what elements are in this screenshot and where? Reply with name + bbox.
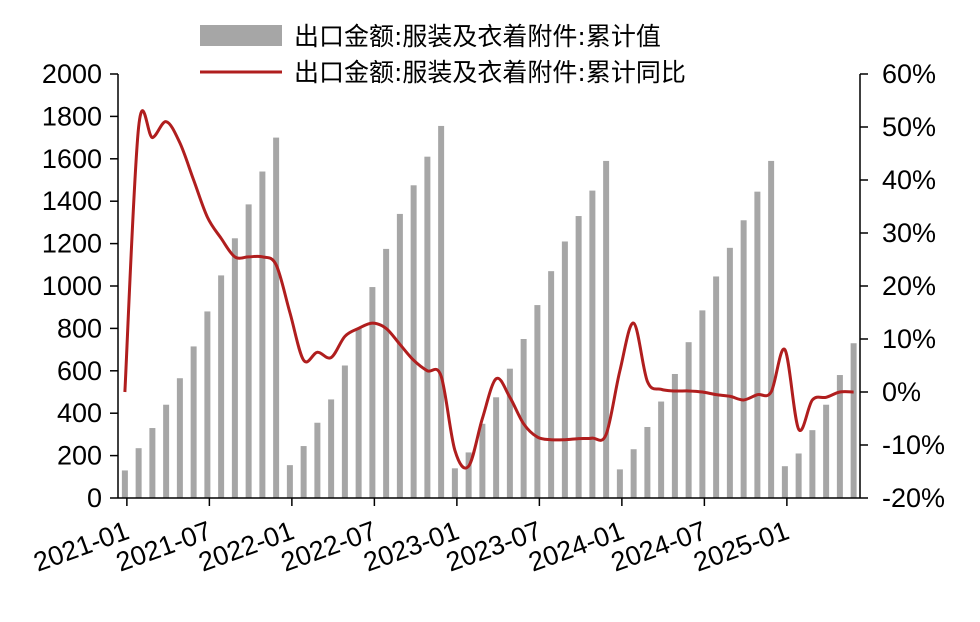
y-right-tick-label: 50% [882, 112, 936, 142]
bar [699, 310, 706, 498]
bar [273, 137, 280, 498]
y-right-tick-label: -10% [882, 430, 945, 460]
y-left-tick-label: 800 [57, 313, 102, 343]
bar [163, 404, 170, 498]
bar [396, 213, 403, 499]
bar [575, 216, 582, 499]
bar [204, 311, 211, 498]
bar [630, 449, 637, 498]
bar [355, 328, 362, 498]
bar [190, 346, 197, 498]
legend-bar-label: 出口金额:服装及衣着附件:累计值 [294, 22, 661, 51]
y-left-tick-label: 2000 [42, 59, 102, 89]
bar [121, 470, 128, 498]
legend: 出口金额:服装及衣着附件:累计值 出口金额:服装及衣着附件:累计同比 [200, 22, 686, 87]
bar [795, 453, 802, 498]
y-right-tick-label: 0% [882, 377, 921, 407]
y-right-tick-label: 30% [882, 218, 936, 248]
bar [341, 365, 348, 498]
bar [713, 276, 720, 498]
bar [603, 160, 610, 499]
bar [809, 430, 816, 498]
bar [176, 378, 183, 498]
y-right-tick-label: 40% [882, 165, 936, 195]
legend-line-label: 出口金额:服装及衣着附件:累计同比 [294, 58, 686, 87]
bar [410, 185, 417, 499]
bar [644, 426, 651, 498]
x-tick-label: 2025-01 [690, 515, 793, 577]
bar [548, 271, 555, 498]
bar [135, 448, 142, 498]
bar [479, 423, 486, 498]
y-left-tick-label: 0 [87, 483, 102, 513]
bar [726, 247, 733, 498]
bar [850, 343, 857, 498]
line-series [123, 109, 854, 470]
yoy-line [123, 109, 854, 470]
bar [383, 248, 390, 498]
bar [781, 466, 788, 498]
y-left-tick-label: 1400 [42, 186, 102, 216]
bar [534, 305, 541, 498]
bar [671, 373, 678, 498]
bar [520, 339, 527, 498]
bar [658, 401, 665, 498]
bar [506, 368, 513, 498]
bar [286, 465, 293, 498]
bar [451, 468, 458, 498]
bar [768, 160, 775, 499]
bar [300, 446, 307, 498]
bar [740, 220, 747, 498]
bar [259, 171, 266, 498]
bar [438, 125, 445, 498]
y-right-tick-label: 10% [882, 324, 936, 354]
y-left-tick-label: 1200 [42, 229, 102, 259]
bar [328, 399, 335, 498]
y-right-tick-label: -20% [882, 483, 945, 513]
y-left-tick-label: 1800 [42, 101, 102, 131]
bar [685, 342, 692, 498]
y-right-tick-label: 60% [882, 59, 936, 89]
bar [823, 404, 830, 498]
bar [493, 397, 500, 498]
bar [616, 469, 623, 498]
bar [424, 156, 431, 498]
y-left-tick-label: 600 [57, 356, 102, 386]
y-left-tick-label: 400 [57, 398, 102, 428]
bar [754, 191, 761, 498]
bar [314, 422, 321, 498]
bar [369, 287, 376, 498]
bar [836, 375, 843, 498]
bar [245, 204, 252, 498]
bar [218, 275, 225, 498]
bar [149, 428, 156, 498]
bar [589, 190, 596, 498]
legend-bar-swatch [200, 25, 282, 46]
bar-series [121, 125, 857, 499]
bar [561, 241, 568, 499]
axes: 0 200 400 600 800 1000 1200 1400 1600 1800 2000 -20… [30, 59, 945, 578]
bar [231, 238, 238, 499]
y-left-tick-label: 1600 [42, 144, 102, 174]
y-right-tick-label: 20% [882, 271, 936, 301]
bar [465, 452, 472, 498]
y-left-tick-label: 200 [57, 441, 102, 471]
y-left-tick-label: 1000 [42, 271, 102, 301]
